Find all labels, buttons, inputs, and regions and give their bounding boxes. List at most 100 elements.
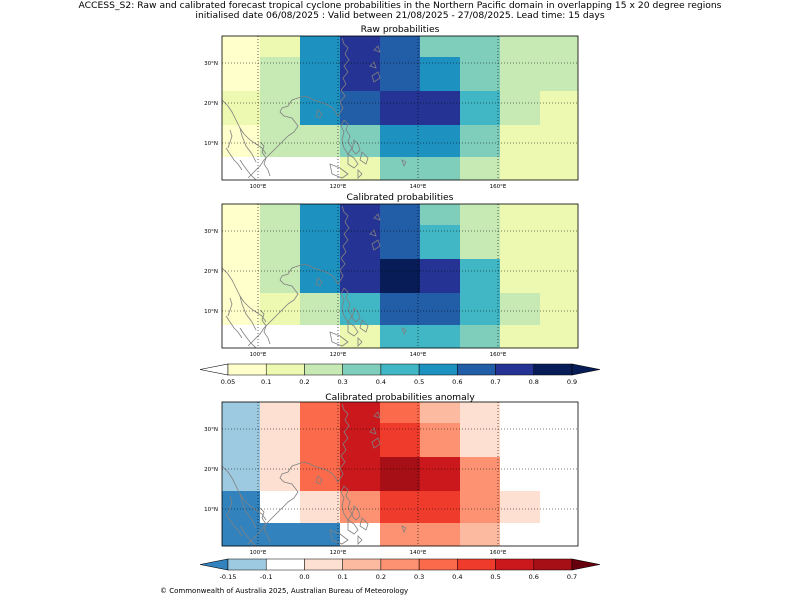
region-cell [340, 36, 381, 58]
region-cell [540, 91, 579, 126]
region-cell [222, 57, 261, 92]
coastline [247, 135, 289, 179]
coastline [371, 71, 381, 83]
region-cell [500, 204, 541, 226]
colorbar-segment [418, 558, 458, 571]
region-cell [300, 204, 341, 226]
colorbar-segment [342, 363, 382, 376]
x-tick-label: 120°E [330, 550, 347, 556]
map-frame [221, 203, 579, 349]
coastline [373, 45, 381, 53]
region-cell [300, 36, 341, 58]
x-tick-label: 120°E [330, 184, 347, 190]
region-cell [260, 225, 301, 260]
region-cell [420, 57, 461, 92]
region-cell [300, 402, 341, 424]
colorbar-tick-label: -0.15 [220, 573, 237, 581]
colorbar-tick-label: 0.2 [376, 573, 386, 581]
region-cell [500, 491, 541, 524]
coastline [401, 525, 407, 534]
map-frame [221, 35, 579, 181]
region-cell [260, 57, 301, 92]
x-tick-label: 140°E [410, 184, 427, 190]
x-tick-label: 160°E [490, 352, 507, 358]
coastline [247, 501, 289, 545]
y-tick-label: 10°N [204, 141, 218, 147]
region-cell [500, 325, 541, 349]
x-tick-label: 160°E [490, 550, 507, 556]
copyright-notice: © Commonwealth of Australia 2025, Austra… [160, 587, 409, 595]
coastline [340, 485, 353, 521]
region-cell [222, 423, 261, 458]
coastline [225, 147, 243, 171]
x-tick-label: 100°E [250, 550, 267, 556]
map-body: 100°E 120°E 140°E 160°E 30°N 20°N 10°N [204, 35, 579, 190]
x-tick-label: 140°E [410, 550, 427, 556]
coastline [369, 427, 377, 435]
region-cell [260, 325, 301, 349]
colorbar-tick-label: 0.3 [337, 378, 347, 386]
region-cell [260, 457, 301, 492]
region-cell [460, 491, 501, 524]
coastline [315, 475, 323, 485]
x-tick-label: 100°E [250, 184, 267, 190]
region-cell [500, 423, 541, 458]
colorbar-segment [380, 558, 420, 571]
colorbar-segment [533, 558, 573, 571]
coastline [297, 95, 339, 117]
colorbar-segment [380, 363, 420, 376]
region-cell [460, 325, 501, 349]
coastline [315, 109, 323, 119]
region-cell [540, 204, 579, 226]
colorbar-under-arrow [199, 558, 229, 571]
colorbar-segment [457, 558, 496, 571]
region-cell [420, 457, 461, 492]
region-cell [380, 125, 421, 158]
region-cell [460, 457, 501, 492]
colorbar-tick-label: 0.3 [414, 573, 424, 581]
region-cell [380, 204, 421, 226]
coastline [337, 205, 350, 285]
region-cell [380, 293, 421, 326]
region-cell [300, 225, 341, 260]
region-cell [222, 204, 261, 226]
coastline [347, 153, 359, 169]
figure-subtitle: initialised date 06/08/2025 : Valid betw… [195, 10, 605, 21]
y-tick-label: 20°N [204, 101, 218, 107]
colorbar-segment [342, 558, 382, 571]
region-cell [260, 125, 301, 158]
coastline [329, 331, 349, 347]
colorbar-tick-label: 0.1 [337, 573, 347, 581]
region-cell [260, 91, 301, 126]
coastline [359, 517, 369, 531]
region-cell [380, 225, 421, 260]
x-tick-label: 160°E [490, 184, 507, 190]
y-tick-label: 20°N [204, 269, 218, 275]
colorbar-tick-label: 0.4 [376, 378, 386, 386]
coastline [259, 141, 271, 177]
x-tick-label: 140°E [410, 352, 427, 358]
region-cell [260, 259, 301, 294]
region-cell [300, 293, 341, 326]
colorbar-segment [533, 363, 573, 376]
region-cell [340, 523, 381, 547]
region-cell [500, 157, 541, 181]
region-cell [380, 523, 421, 547]
region-cell [540, 423, 579, 458]
region-cell [500, 457, 541, 492]
region-cell [222, 36, 261, 58]
region-cell [340, 157, 381, 181]
region-cell [420, 204, 461, 226]
coastline [357, 535, 363, 545]
map-body: 100°E 120°E 140°E 160°E 30°N 20°N 10°N [204, 203, 579, 358]
region-cell [460, 293, 501, 326]
map-panel-anomaly: 100°E 120°E 140°E 160°E 30°N 20°N 10°N [204, 401, 579, 556]
coastline [329, 529, 349, 545]
colorbar-tick-label: 0.6 [452, 378, 462, 386]
region-cell [420, 402, 461, 424]
coastline [357, 169, 363, 179]
y-tick-label: 20°N [204, 467, 218, 473]
colorbar-tick-label: 0.0 [299, 573, 309, 581]
region-cell [340, 457, 381, 492]
